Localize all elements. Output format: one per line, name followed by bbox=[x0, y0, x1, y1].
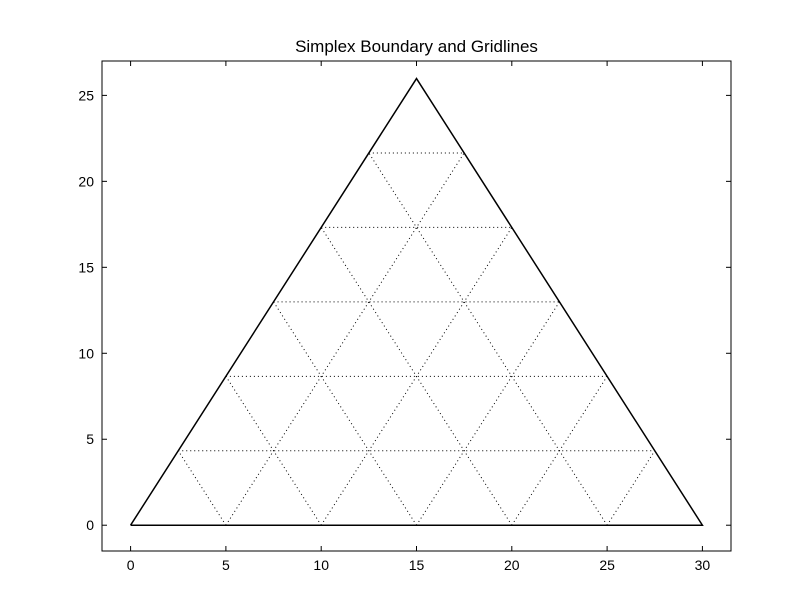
x-tick-label: 5 bbox=[222, 557, 230, 573]
gridline-14 bbox=[511, 376, 608, 526]
gridline-6 bbox=[177, 450, 227, 526]
gridline-10 bbox=[368, 152, 608, 526]
simplex-boundary bbox=[129, 77, 704, 526]
x-tick-label: 25 bbox=[599, 557, 615, 573]
chart-title: Simplex Boundary and Gridlines bbox=[295, 37, 538, 56]
y-tick-label: 25 bbox=[78, 87, 94, 103]
plot-area bbox=[129, 77, 704, 526]
y-axis-ticks: 0 5 10 15 20 25 bbox=[78, 87, 731, 533]
y-tick-label: 5 bbox=[86, 431, 94, 447]
gridline-15 bbox=[606, 450, 656, 526]
x-tick-label: 30 bbox=[695, 557, 711, 573]
gridline-8 bbox=[273, 301, 417, 526]
y-tick-label: 0 bbox=[86, 517, 94, 533]
x-tick-label: 15 bbox=[409, 557, 425, 573]
gridline-13 bbox=[416, 301, 560, 526]
x-tick-label: 20 bbox=[504, 557, 520, 573]
y-tick-label: 15 bbox=[78, 259, 94, 275]
gridline-12 bbox=[320, 227, 513, 526]
y-tick-label: 20 bbox=[78, 173, 94, 189]
gridline-11 bbox=[225, 152, 465, 526]
x-axis-ticks: 0 5 10 15 20 25 30 bbox=[127, 61, 711, 573]
x-tick-label: 10 bbox=[313, 557, 329, 573]
y-tick-label: 10 bbox=[78, 345, 94, 361]
x-tick-label: 0 bbox=[127, 557, 135, 573]
